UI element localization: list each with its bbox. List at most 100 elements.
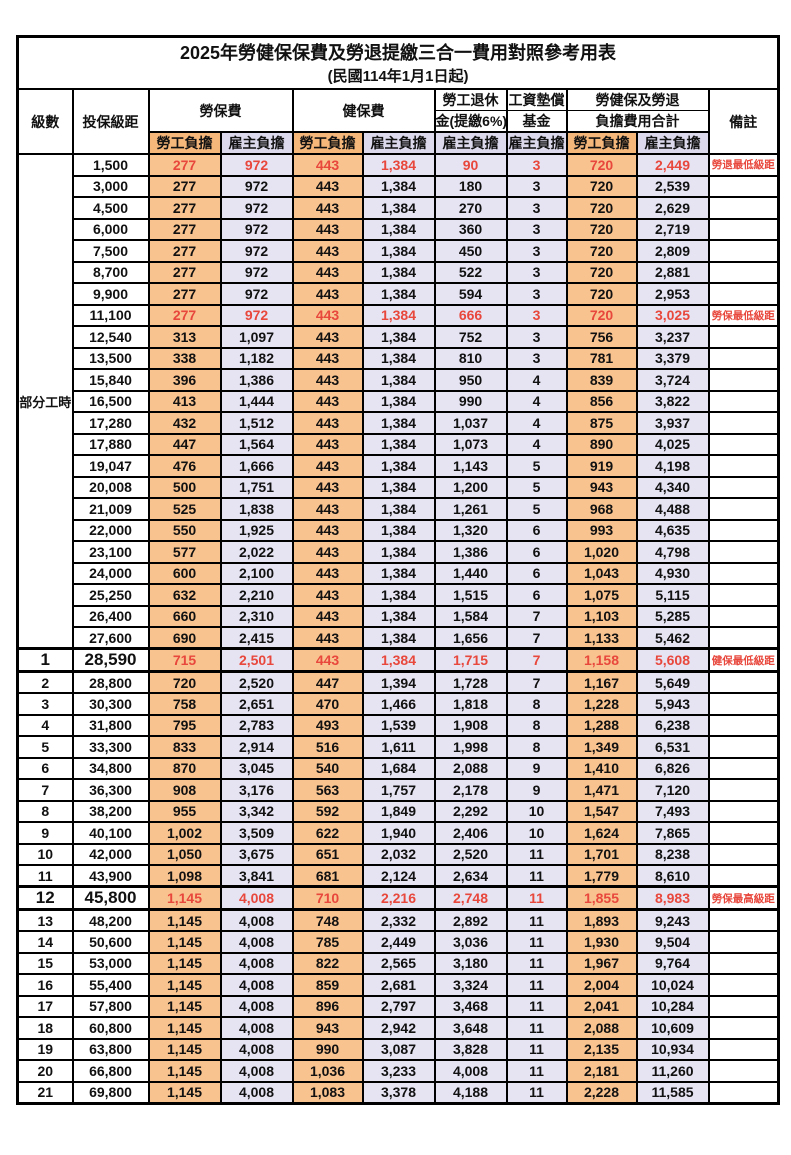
remark-cell: [707, 735, 780, 759]
value-cell: 8,238: [635, 842, 710, 866]
value-cell: 3,237: [635, 325, 710, 349]
value-cell: 3: [505, 174, 568, 198]
value-cell: 896: [291, 994, 364, 1018]
value-cell: 2,088: [565, 1016, 638, 1040]
value-cell: 785: [291, 930, 364, 954]
value-cell: 2,332: [361, 908, 436, 932]
value-cell: 277: [147, 260, 222, 284]
table-row: 6 34,800 870 3,045 540 1,684 2,088 9 1,410 6,826: [16, 756, 780, 780]
value-cell: 950: [433, 368, 508, 392]
value-cell: 7: [505, 670, 568, 694]
bracket-cell: 66,800: [71, 1059, 150, 1083]
value-cell: 1,440: [433, 561, 508, 585]
remark-cell: [707, 864, 780, 888]
value-cell: 1,925: [219, 518, 294, 542]
value-cell: 943: [565, 475, 638, 499]
value-cell: 1,384: [361, 153, 436, 177]
value-cell: 3: [505, 325, 568, 349]
table-row: 25,250 632 2,210 443 1,384 1,515 6 1,075 5,115: [18, 583, 780, 607]
value-cell: 1,050: [147, 842, 222, 866]
value-cell: 1,384: [361, 518, 436, 542]
bracket-cell: 27,600: [71, 626, 150, 650]
value-cell: 1,386: [433, 540, 508, 564]
value-cell: 443: [291, 174, 364, 198]
value-cell: 2,809: [635, 239, 710, 263]
table-row: 12 45,800 1,145 4,008 710 2,216 2,748 11 1,855 8,…: [16, 885, 780, 911]
bracket-cell: 40,100: [71, 821, 150, 845]
table-row: 21 69,800 1,145 4,008 1,083 3,378 4,188 11 2,228…: [16, 1080, 780, 1104]
value-cell: 3: [505, 346, 568, 370]
value-cell: 3: [505, 239, 568, 263]
value-cell: 443: [291, 325, 364, 349]
value-cell: 972: [219, 282, 294, 306]
remark-cell: 健保最低級距: [707, 647, 780, 673]
value-cell: 1,145: [147, 994, 222, 1018]
value-cell: 443: [291, 346, 364, 370]
table-row: 23,100 577 2,022 443 1,384 1,386 6 1,020 4,798: [18, 540, 780, 564]
value-cell: 500: [147, 475, 222, 499]
remark-cell: [707, 325, 780, 349]
level-cell: 6: [16, 756, 74, 780]
value-cell: 1,384: [361, 303, 436, 327]
bracket-cell: 15,840: [71, 368, 150, 392]
value-cell: 1,656: [433, 626, 508, 650]
bracket-cell: 28,590: [71, 647, 150, 673]
value-cell: 4,008: [219, 994, 294, 1018]
level-cell: 14: [16, 930, 74, 954]
value-cell: 1,145: [147, 1059, 222, 1083]
value-cell: 990: [433, 389, 508, 413]
value-cell: 8,983: [635, 885, 710, 911]
value-cell: 3,378: [361, 1080, 436, 1104]
table-row: 8 38,200 955 3,342 592 1,849 2,292 10 1,547 7,493: [16, 799, 780, 823]
value-cell: 1,075: [565, 583, 638, 607]
bracket-cell: 8,700: [71, 260, 150, 284]
value-cell: 5,462: [635, 626, 710, 650]
value-cell: 3,822: [635, 389, 710, 413]
value-cell: 972: [219, 153, 294, 177]
value-cell: 2,310: [219, 604, 294, 628]
value-cell: 2,539: [635, 174, 710, 198]
value-cell: 443: [291, 647, 364, 673]
value-cell: 5,649: [635, 670, 710, 694]
bracket-cell: 7,500: [71, 239, 150, 263]
value-cell: 4: [505, 432, 568, 456]
value-cell: 522: [433, 260, 508, 284]
value-cell: 1,145: [147, 973, 222, 997]
value-cell: 715: [147, 647, 222, 673]
value-cell: 943: [291, 1016, 364, 1040]
subheader-health-employer: 雇主負擔: [361, 131, 436, 155]
value-cell: 3,233: [361, 1059, 436, 1083]
value-cell: 4,008: [219, 951, 294, 975]
value-cell: 1,020: [565, 540, 638, 564]
value-cell: 2,032: [361, 842, 436, 866]
value-cell: 1,098: [147, 864, 222, 888]
value-cell: 1,466: [361, 692, 436, 716]
value-cell: 972: [219, 174, 294, 198]
value-cell: 720: [565, 217, 638, 241]
remark-cell: [707, 908, 780, 932]
value-cell: 1,200: [433, 475, 508, 499]
value-cell: 6: [505, 540, 568, 564]
value-cell: 2,022: [219, 540, 294, 564]
remark-cell: 勞保最低級距: [707, 303, 780, 327]
table-row: 17,880 447 1,564 443 1,384 1,073 4 890 4,025: [18, 432, 780, 456]
value-cell: 277: [147, 217, 222, 241]
value-cell: 5,285: [635, 604, 710, 628]
value-cell: 7: [505, 626, 568, 650]
value-cell: 2,135: [565, 1037, 638, 1061]
bracket-cell: 13,500: [71, 346, 150, 370]
table-row: 16,500 413 1,444 443 1,384 990 4 856 3,822: [18, 389, 780, 413]
value-cell: 1,384: [361, 475, 436, 499]
value-cell: 4,198: [635, 454, 710, 478]
value-cell: 1,384: [361, 239, 436, 263]
value-cell: 651: [291, 842, 364, 866]
value-cell: 955: [147, 799, 222, 823]
bracket-cell: 53,000: [71, 951, 150, 975]
remark-cell: [707, 930, 780, 954]
table-row: 5 33,300 833 2,914 516 1,611 1,998 8 1,349 6,531: [16, 735, 780, 759]
value-cell: 1,384: [361, 432, 436, 456]
value-cell: 2,681: [361, 973, 436, 997]
value-cell: 8: [505, 692, 568, 716]
value-cell: 1,261: [433, 497, 508, 521]
table-title-block: 2025年勞健保保費及勞退提繳三合一費用對照參考用表 (民國114年1月1日起): [16, 35, 780, 90]
